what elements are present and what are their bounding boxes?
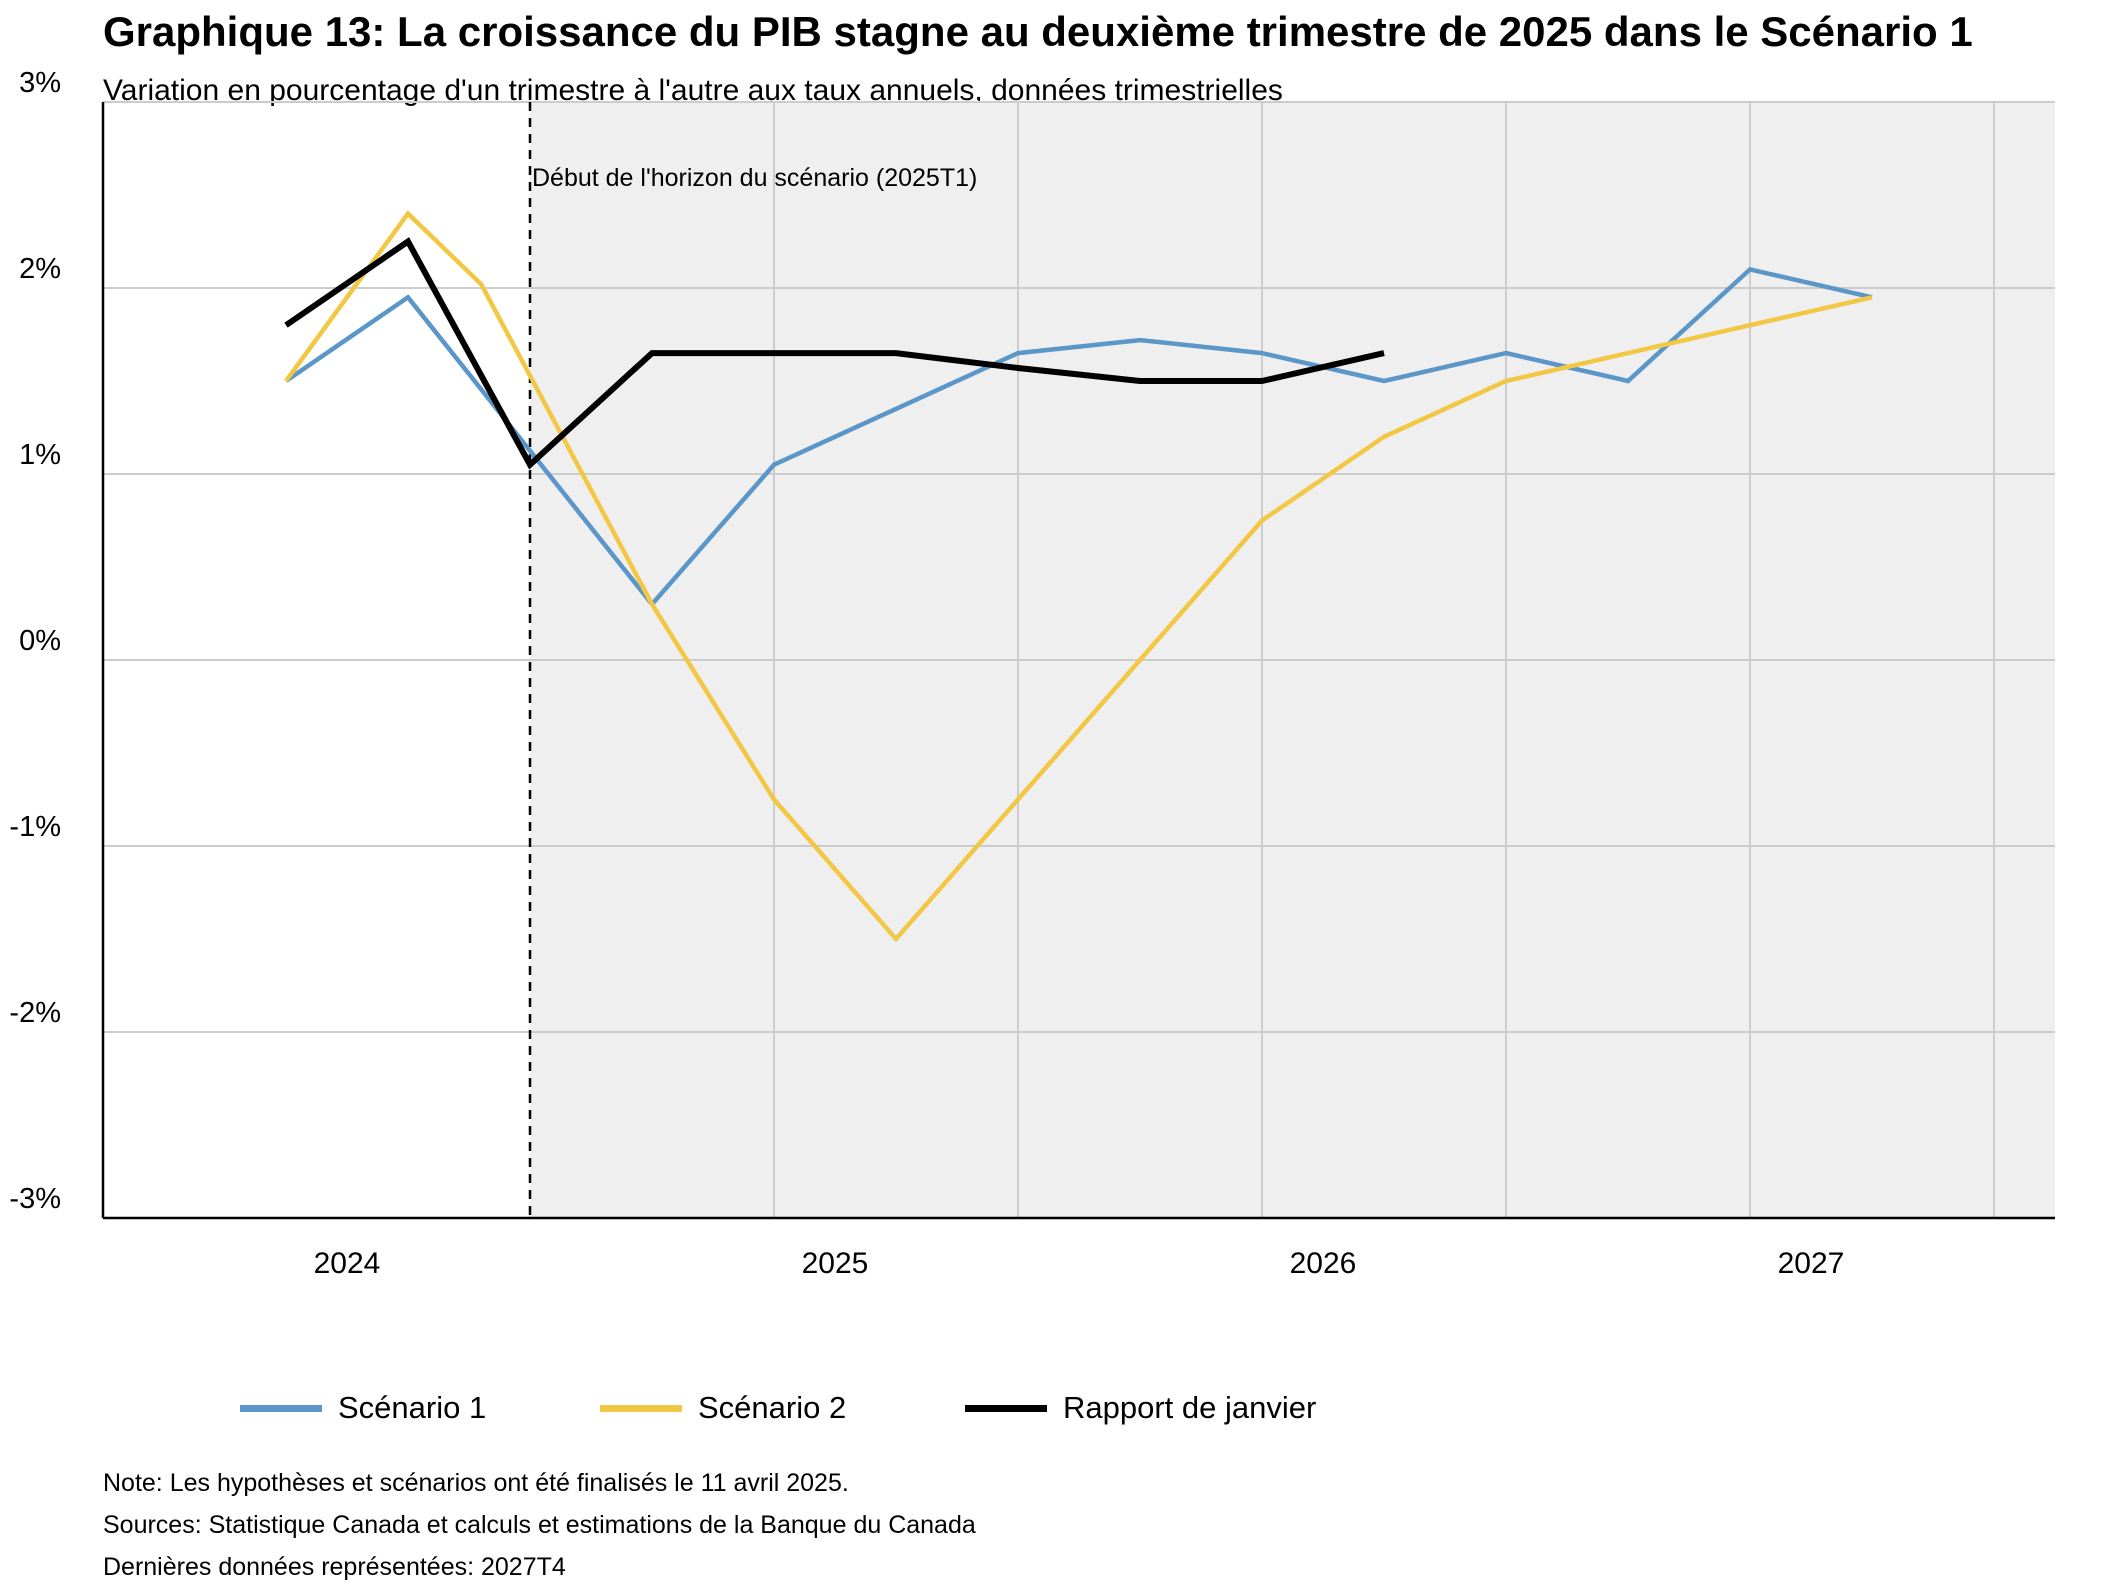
legend-swatch [965, 1404, 1047, 1412]
x-year-label: 2024 [314, 1247, 381, 1280]
x-year-label: 2026 [1290, 1247, 1357, 1280]
legend-item-rapport-janvier: Rapport de janvier [965, 1380, 1316, 1436]
legend-label: Rapport de janvier [1063, 1390, 1317, 1425]
y-tick-label: 0% [19, 625, 61, 657]
scenario-start-annotation: Début de l'horizon du scénario (2025T1) [532, 164, 977, 192]
y-tick-label: -1% [9, 811, 61, 843]
legend-label: Scénario 1 [338, 1390, 487, 1425]
y-tick-label: 2% [19, 253, 61, 285]
chart-notes: Note: Les hypothèses et scénarios ont ét… [103, 1462, 976, 1588]
legend-swatch [240, 1404, 322, 1412]
series-line-rapport-janvier [284, 237, 1385, 470]
legend-swatch [600, 1404, 682, 1412]
last-data-text: Dernières données représentées: 2027T4 [103, 1553, 566, 1581]
note-text: Note: Les hypothèses et scénarios ont ét… [103, 1469, 849, 1497]
x-year-label: 2025 [802, 1247, 869, 1280]
series-line-scenario-2 [284, 210, 1873, 943]
sources-text: Sources: Statistique Canada et calculs e… [103, 1511, 976, 1539]
y-tick-label: 1% [19, 439, 61, 471]
legend-item-scenario-1: Scénario 1 [240, 1380, 486, 1436]
x-year-label: 2027 [1778, 1247, 1845, 1280]
y-tick-label: -2% [9, 997, 61, 1029]
chart-title: Graphique 13: La croissance du PIB stagn… [103, 8, 1973, 55]
y-tick-label: -3% [9, 1183, 61, 1215]
legend-label: Scénario 2 [698, 1390, 847, 1425]
y-tick-label: 3% [19, 67, 61, 99]
legend-item-scenario-2: Scénario 2 [600, 1380, 846, 1436]
chart-canvas: Début de l'horizon du scénario (2025T1) 3… [9, 67, 2055, 1280]
